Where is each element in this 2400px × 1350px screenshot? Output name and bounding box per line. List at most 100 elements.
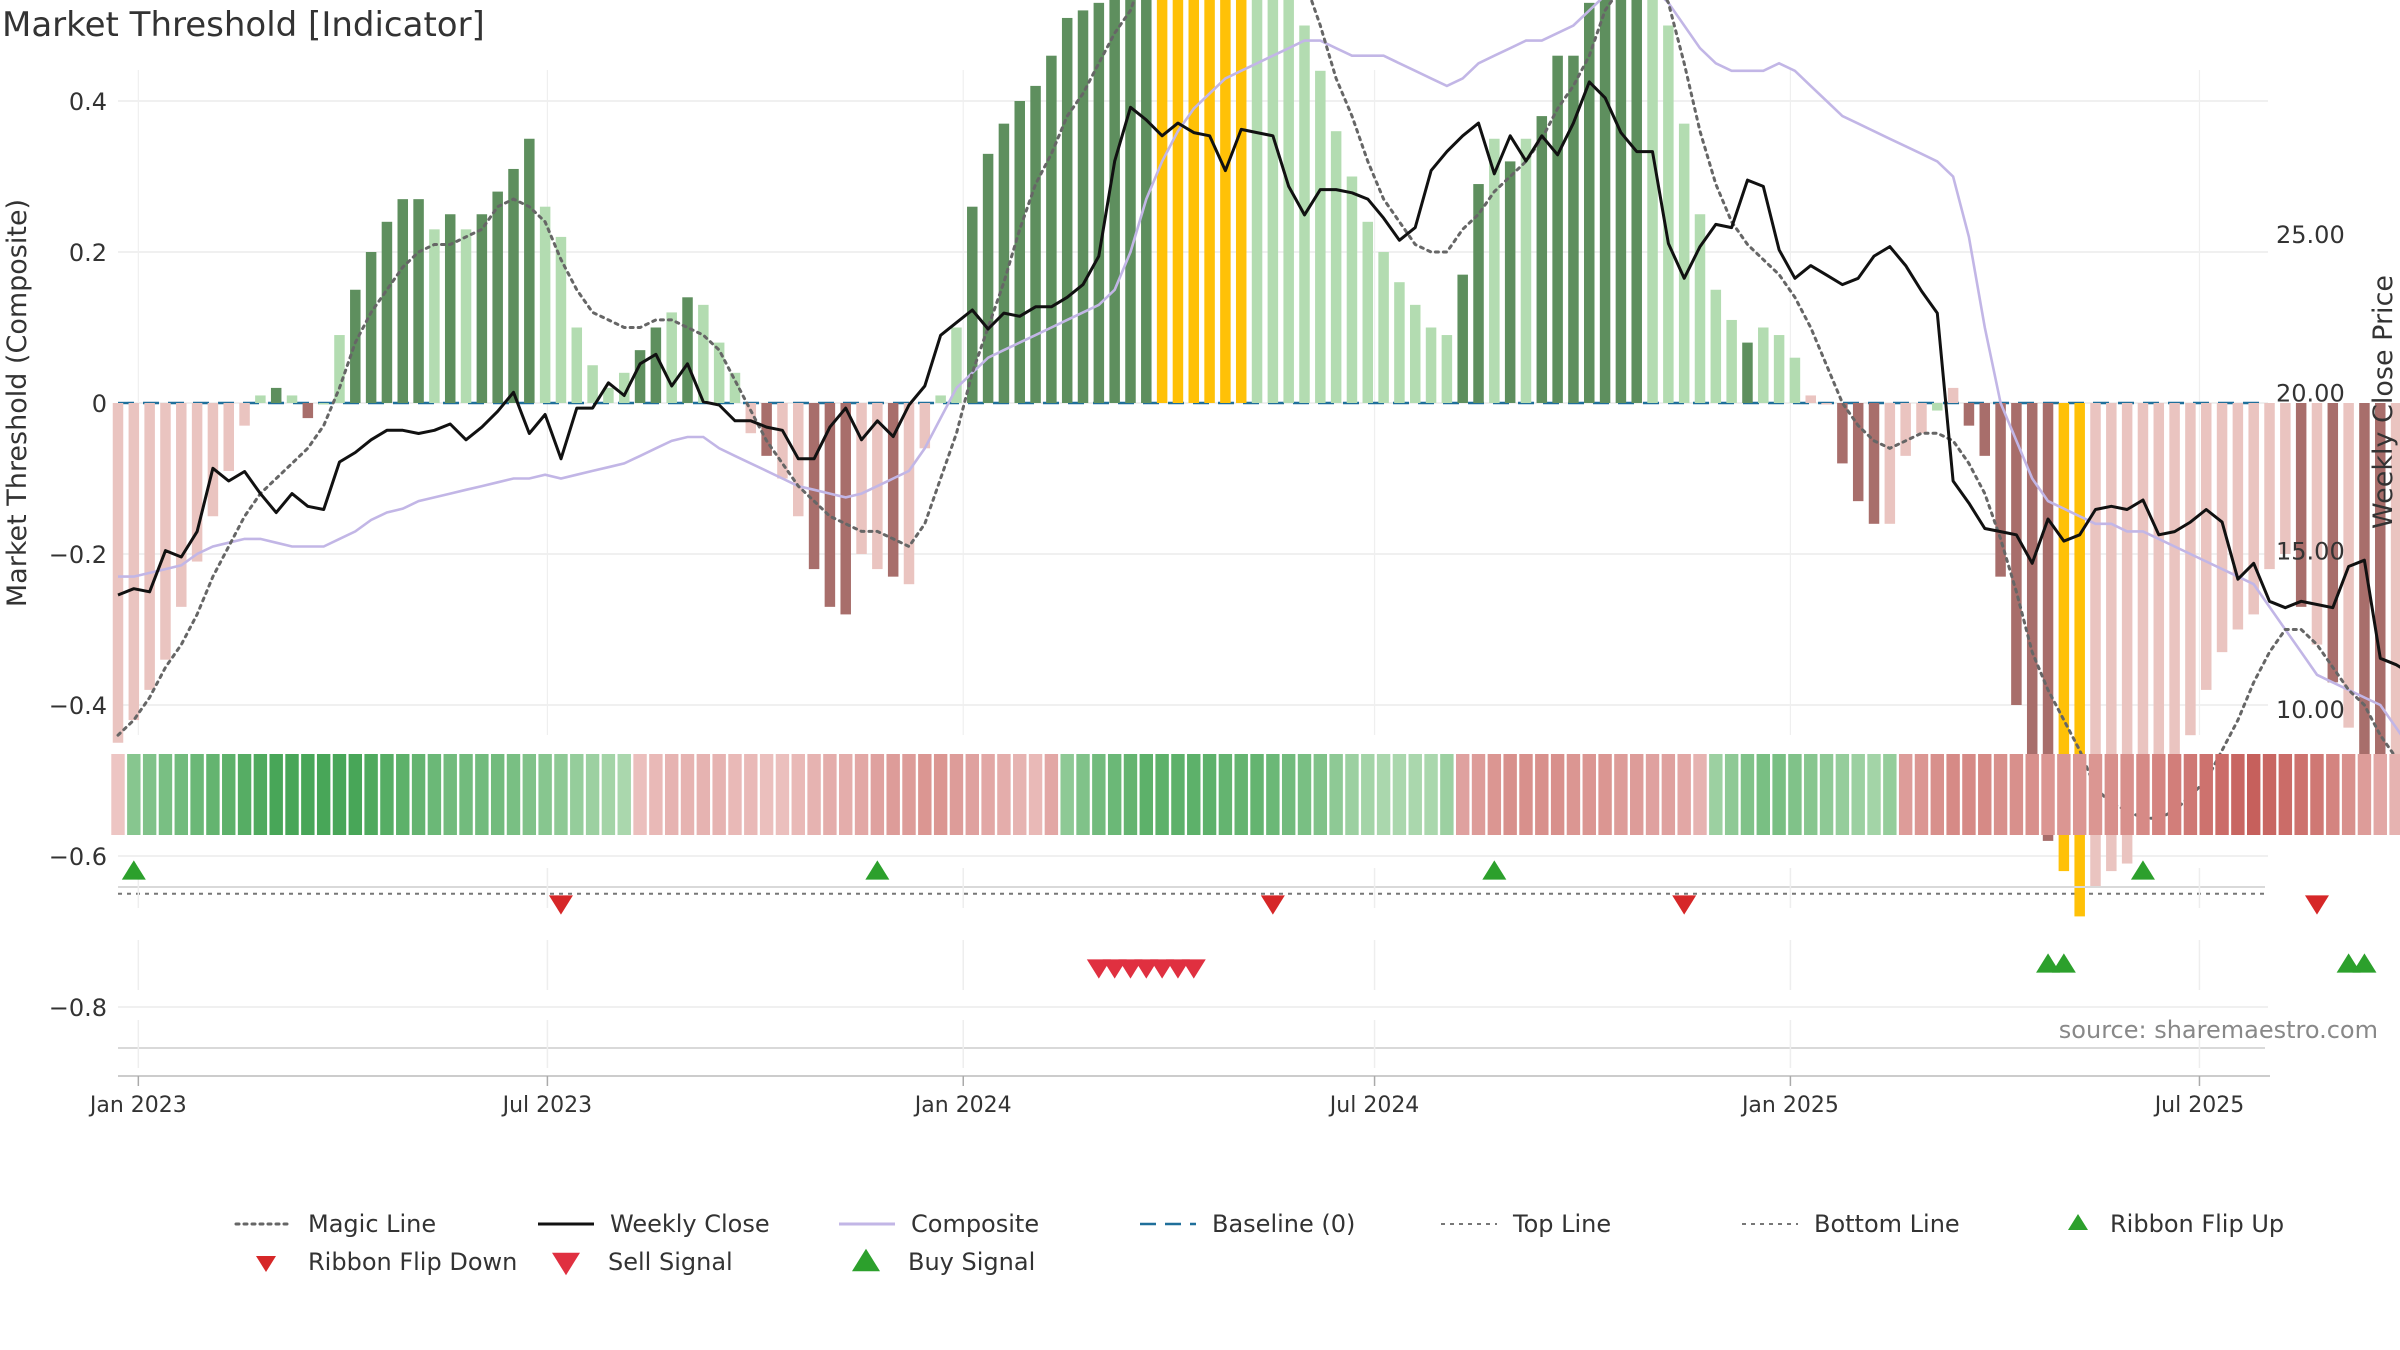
ribbon-cell — [1835, 754, 1850, 835]
composite-bar — [571, 327, 583, 403]
ribbon-cell — [1756, 754, 1770, 835]
composite-bar — [2232, 403, 2244, 630]
ribbon-cell — [506, 754, 521, 835]
composite-bar — [1631, 0, 1642, 403]
ribbon-cell — [222, 754, 236, 835]
composite-bar — [1504, 161, 1516, 403]
left-y-axis: −0.8−0.6−0.4−0.200.20.40.60.8 — [49, 88, 107, 1022]
composite-bar — [2137, 403, 2149, 804]
ribbon-cell — [1867, 754, 1881, 835]
ribbon-cell — [1898, 754, 1913, 835]
ribbon-cell — [1566, 754, 1581, 835]
sell-signal-marker — [1134, 959, 1159, 979]
ribbon-cell — [1234, 754, 1248, 835]
y2-tick-label: 25.00 — [2276, 221, 2345, 249]
ribbon-cell — [807, 754, 821, 835]
composite-bar — [1710, 289, 1722, 403]
ribbon-cell — [2167, 754, 2182, 835]
ribbon-cell — [712, 754, 726, 835]
ribbon-cell — [902, 754, 916, 835]
ribbon-cell — [965, 754, 979, 835]
ribbon-cell — [2041, 754, 2055, 835]
legend-item: Baseline (0) — [1140, 1210, 1355, 1238]
composite-bar — [1156, 0, 1168, 404]
ribbon-cell — [839, 754, 853, 835]
ribbon-cell — [2215, 754, 2229, 835]
ribbon-cell — [174, 754, 188, 835]
composite-bar — [160, 403, 171, 660]
composite-bar — [1330, 131, 1342, 403]
ribbon-cell — [111, 754, 125, 835]
legend-item: Weekly Close — [538, 1210, 770, 1238]
sell-signal-marker — [1118, 959, 1143, 979]
ribbon-cell — [2025, 754, 2039, 835]
composite-bar — [429, 229, 440, 403]
ribbon-cell — [1187, 754, 1201, 835]
ribbon-cell — [1993, 754, 2008, 835]
ribbon-cell — [554, 754, 568, 835]
buy-signal-marker — [2036, 953, 2061, 973]
composite-bar — [112, 403, 124, 743]
composite-bar — [618, 372, 630, 403]
ribbon-cell — [1930, 754, 1945, 835]
composite-bar — [1425, 327, 1437, 403]
ribbon-cell — [1978, 754, 1992, 835]
legend-item: Ribbon Flip Up — [2068, 1210, 2284, 1238]
ribbon-cell — [1297, 754, 1312, 835]
source-label: source: sharemaestro.com — [2059, 1016, 2378, 1044]
composite-bar — [682, 297, 693, 403]
ribbon-cell — [680, 754, 695, 835]
ribbon-cell — [1361, 754, 1375, 835]
ribbon-cell — [1060, 754, 1074, 835]
composite-bar — [1742, 342, 1753, 403]
ribbon-cell — [2183, 754, 2198, 835]
ribbon-cell — [459, 754, 473, 835]
composite-bar — [2153, 403, 2165, 773]
composite-bar — [1283, 0, 1294, 404]
composite-bar — [1758, 327, 1769, 403]
ribbon-cell — [1740, 754, 1755, 835]
ribbon-cell — [285, 754, 299, 835]
composite-bar — [1599, 0, 1611, 404]
ribbon-cell — [1313, 754, 1328, 835]
composite-bar — [650, 327, 662, 403]
y2-tick-label: 15.00 — [2276, 538, 2345, 566]
composite-bar — [1061, 17, 1073, 403]
composite-bar — [967, 206, 978, 403]
y2-tick-label: 10.00 — [2276, 696, 2345, 724]
composite-bar — [1568, 55, 1579, 403]
composite-bar — [856, 403, 867, 554]
ribbon-cell — [1804, 754, 1818, 835]
composite-bar — [1979, 403, 1991, 456]
composite-bar — [1346, 176, 1358, 403]
composite-bar — [903, 403, 915, 585]
legend-label: Top Line — [1512, 1210, 1611, 1238]
composite-bar — [2311, 403, 2323, 645]
ribbon-cell — [364, 754, 378, 835]
composite-bar — [191, 403, 203, 562]
composite-bar — [1837, 403, 1848, 464]
composite-bar — [223, 403, 234, 471]
composite-bar — [1995, 403, 2006, 577]
ribbon-cell — [2120, 754, 2134, 835]
ribbon-cell — [1218, 754, 1233, 835]
ribbon-cell — [1851, 754, 1865, 835]
ribbon-flip-up-marker — [121, 860, 146, 880]
legend-marker — [256, 1256, 276, 1272]
composite-bar — [1125, 0, 1136, 404]
ribbon-cell — [791, 754, 805, 835]
ribbon-cell — [1661, 754, 1676, 835]
ribbon-cell — [2294, 754, 2308, 835]
x-tick-label: Jul 2025 — [2153, 1093, 2245, 1118]
ribbon-cell — [775, 754, 790, 835]
composite-bar — [1868, 403, 1880, 524]
ribbon-cell — [1107, 754, 1122, 835]
weekly-close-line — [117, 80, 2400, 669]
composite-bar — [2011, 403, 2022, 705]
ribbon-cell — [1455, 754, 1470, 835]
ribbon-cell — [1281, 754, 1296, 835]
composite-bar — [2042, 403, 2054, 841]
legend-item: Magic Line — [234, 1210, 436, 1238]
ribbon-cell — [1044, 754, 1059, 835]
ribbon-cell — [2136, 754, 2150, 835]
